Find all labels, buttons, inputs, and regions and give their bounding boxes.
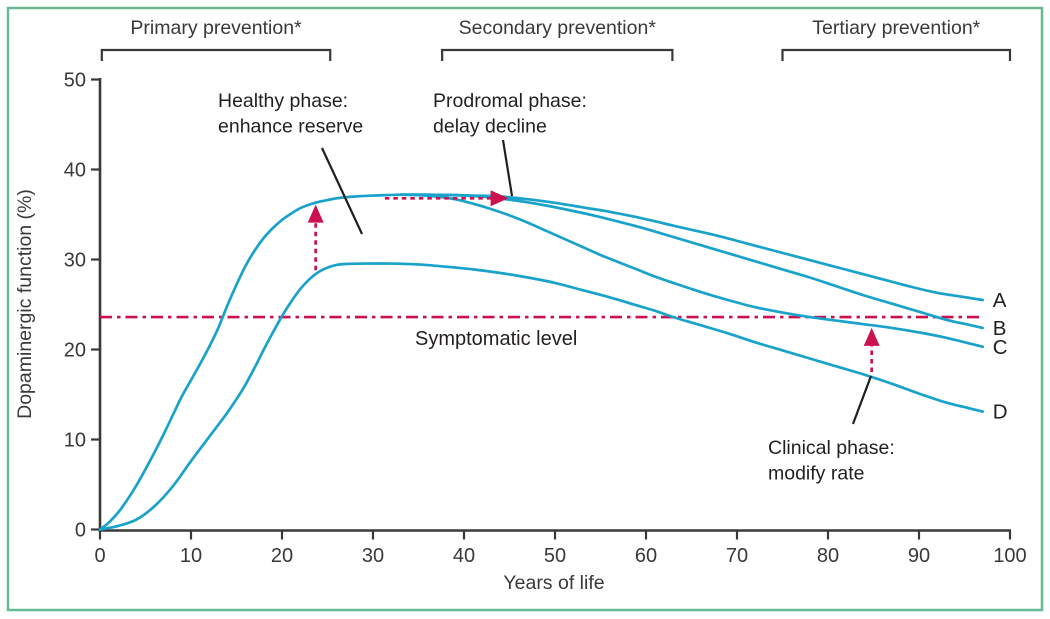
annotation-prodromal: Prodromal phase: delay decline [433,90,587,197]
x-tick-label: 100 [993,545,1026,567]
bracket-primary: Primary prevention* [100,17,332,61]
x-tick-label: 10 [180,545,202,567]
curve-A [98,193,985,531]
annotation-clinical: Clinical phase: modify rate [768,375,895,485]
arrow-modify-rate [863,327,880,372]
annotation-pointer-healthy [321,147,363,235]
annotation-clinical-line2: modify rate [768,463,864,485]
x-tick-label: 70 [726,545,748,567]
bracket-line-primary [100,48,332,61]
annotation-prodromal-line2: delay decline [433,116,547,138]
bracket-label-secondary: Secondary prevention* [459,17,657,39]
x-tick-label: 0 [94,545,105,567]
x-tick-label: 60 [635,545,657,567]
arrow-head [863,327,880,346]
annotation-healthy-line1: Healthy phase: [218,90,348,112]
bracket-line-secondary [441,48,674,61]
arrow-head [307,204,324,223]
y-tick-label: 20 [64,340,86,362]
y-axis: 0 10 20 30 40 50 [64,70,102,542]
annotation-pointer-prodromal [501,139,514,197]
x-tick-label: 20 [271,545,293,567]
symptomatic-label: Symptomatic level [415,328,577,350]
y-tick-label: 40 [64,160,86,182]
x-tick-label: 30 [362,545,384,567]
annotation-healthy-line2: enhance reserve [218,116,363,138]
bracket-label-primary: Primary prevention* [130,17,302,39]
bracket-label-tertiary: Tertiary prevention* [812,17,980,39]
x-axis: 0 10 20 30 40 50 60 70 80 90 100 [94,529,1027,567]
annotation-clinical-line1: Clinical phase: [768,437,895,459]
x-tick-label: 50 [544,545,566,567]
annotation-prodromal-line1: Prodromal phase: [433,90,587,112]
curve-label-B: B [993,317,1007,340]
curve-label-A: A [993,289,1007,312]
curve-B [398,193,985,330]
figure-border [6,6,1044,612]
arrow-enhance-reserve [307,204,324,271]
y-tick-label: 30 [64,250,86,272]
x-tick-label: 40 [453,545,475,567]
annotation-healthy: Healthy phase: enhance reserve [218,90,363,235]
y-tick-label: 50 [64,70,86,92]
y-tick-label: 10 [64,430,86,452]
bracket-tertiary: Tertiary prevention* [781,17,1012,61]
x-tick-label: 80 [817,545,839,567]
curve-D [98,262,985,531]
x-tick-label: 90 [908,545,930,567]
bracket-line-tertiary [781,48,1012,61]
curve-label-D: D [993,401,1008,424]
curve-label-C: C [993,336,1008,359]
bracket-secondary: Secondary prevention* [441,17,674,61]
y-tick-label: 0 [75,520,86,542]
x-axis-title: Years of life [503,572,604,594]
arrow-head [490,190,509,207]
y-axis-title: Dopaminergic function (%) [14,189,36,419]
arrow-delay-decline [384,190,509,207]
annotation-pointer-clinical [851,375,873,425]
curve-C [398,193,985,349]
